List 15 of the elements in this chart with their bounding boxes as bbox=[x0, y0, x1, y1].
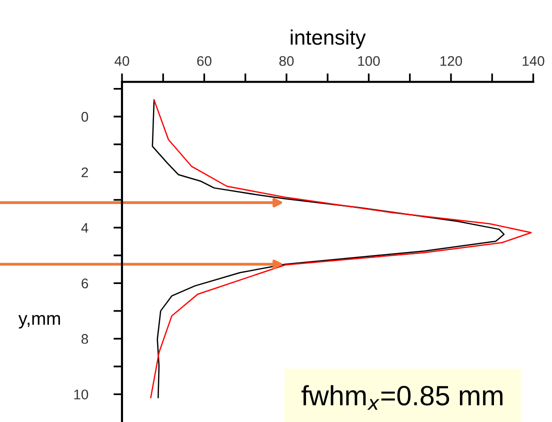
x-tick-label: 80 bbox=[279, 56, 294, 66]
y-tick-label: 2 bbox=[82, 167, 88, 178]
y-tick-label: 10 bbox=[74, 390, 88, 400]
y-tick-label: 4 bbox=[81, 223, 88, 233]
x-tick-label: 100 bbox=[358, 56, 380, 66]
y-axis-title: y,mm bbox=[18, 315, 60, 328]
y-tick-label: 0 bbox=[81, 112, 88, 122]
y-tick-label: 6 bbox=[82, 278, 88, 288]
annotation: fwhm$_{x}$=0.85 mm bbox=[302, 385, 502, 410]
x-tick-label: 40 bbox=[114, 56, 130, 66]
x-tick-label: 140 bbox=[522, 56, 544, 66]
x-tick-label: 60 bbox=[197, 56, 212, 66]
x-axis-title: intensity bbox=[290, 30, 366, 49]
x-tick-label: 120 bbox=[440, 56, 462, 66]
y-tick-label: 8 bbox=[82, 334, 88, 344]
